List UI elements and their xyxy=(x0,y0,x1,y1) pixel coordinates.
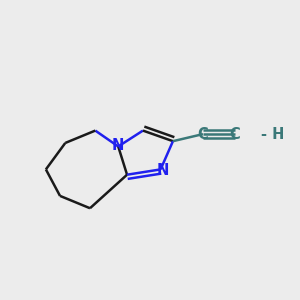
Text: N: N xyxy=(156,163,169,178)
Text: C: C xyxy=(229,127,240,142)
Text: N: N xyxy=(112,138,124,153)
Text: C: C xyxy=(198,127,208,142)
Text: - H: - H xyxy=(261,127,285,142)
